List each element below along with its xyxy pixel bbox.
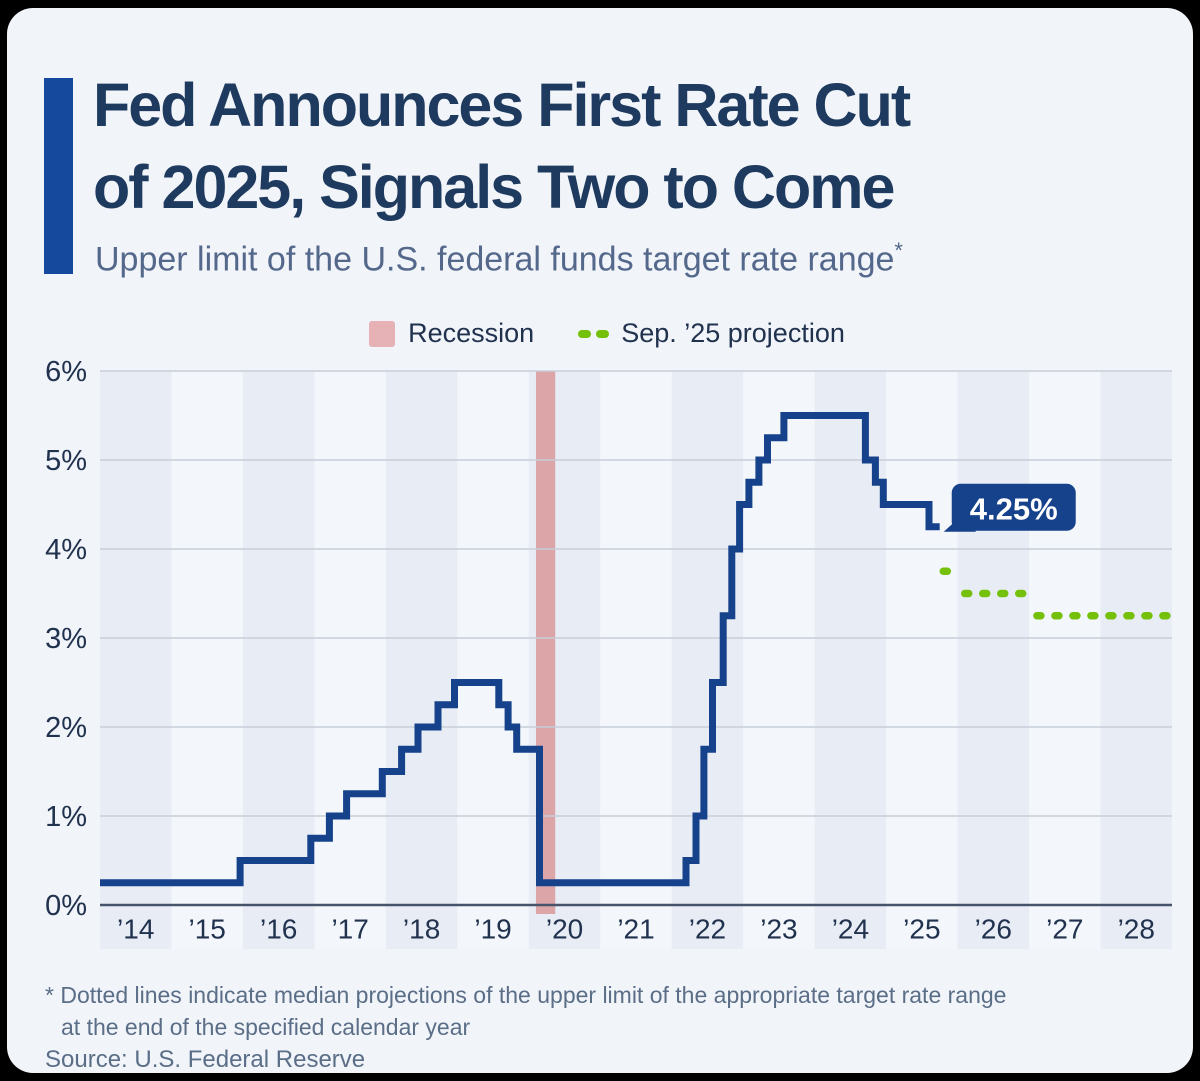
- source-credit: Source: U.S. Federal Reserve: [45, 1046, 366, 1073]
- x-tick-label: ’19: [474, 914, 511, 945]
- footnote-marker: *: [894, 238, 903, 263]
- projection-dots-icon: [578, 329, 610, 338]
- year-stripe: [886, 371, 958, 949]
- y-tick-label: 5%: [45, 445, 87, 477]
- title-accent-bar: [44, 78, 73, 274]
- year-stripe: [385, 371, 458, 949]
- x-tick-label: ’27: [1046, 914, 1083, 945]
- x-tick-label: ’28: [1118, 914, 1155, 945]
- y-tick-label: 6%: [45, 356, 87, 388]
- legend-item-projection: Sep. ’25 projection: [578, 318, 845, 349]
- year-stripe: [314, 371, 386, 949]
- y-tick-label: 3%: [45, 623, 87, 655]
- rate-chart: 0% 1% 2% 3% 4% 5% 6% ’14 ’15 ’16 ’17 ’18 ’19 ’20 ’21 ’2…: [45, 356, 1176, 949]
- y-tick-label: 0%: [45, 890, 87, 922]
- x-tick-label: ’21: [617, 914, 654, 945]
- year-stripe: [600, 371, 672, 949]
- year-stripe: [242, 371, 315, 949]
- year-stripe: [1029, 371, 1101, 949]
- legend-recession-label: Recession: [408, 318, 535, 348]
- legend-item-recession: Recession: [369, 318, 534, 349]
- y-tick-label: 2%: [45, 712, 87, 744]
- title-line-1: Fed Announces First Rate Cut: [93, 71, 911, 139]
- x-tick-label: ’15: [189, 914, 226, 945]
- infographic-card: Fed Announces First Rate Cut of 2025, Si…: [7, 8, 1193, 1073]
- x-tick-label: ’26: [975, 914, 1012, 945]
- y-tick-label: 1%: [45, 801, 87, 833]
- x-tick-label: ’22: [689, 914, 726, 945]
- page-title: Fed Announces First Rate Cut of 2025, Si…: [93, 64, 1153, 228]
- chart-subtitle: Upper limit of the U.S. federal funds ta…: [95, 238, 903, 279]
- footnote-line-2: at the end of the specified calendar yea…: [61, 1014, 471, 1040]
- x-tick-label: ’14: [117, 914, 154, 945]
- year-stripe: [100, 371, 172, 949]
- rate-callout: [951, 483, 1076, 531]
- rate-step-line: [100, 412, 940, 887]
- chart-legend: Recession Sep. ’25 projection: [7, 318, 1200, 349]
- x-tick-label: ’24: [832, 914, 869, 945]
- chart-footnote: * Dotted lines indicate median projectio…: [45, 979, 1006, 1043]
- x-tick-label: ’18: [403, 914, 440, 945]
- recession-swatch-icon: [369, 320, 396, 347]
- legend-projection-label: Sep. ’25 projection: [621, 318, 845, 348]
- x-tick-label: ’17: [331, 914, 368, 945]
- year-stripe: [671, 371, 744, 949]
- x-tick-label: ’16: [260, 914, 297, 945]
- year-stripe: [457, 371, 529, 949]
- rate-callout-label: 4.25%: [970, 491, 1058, 526]
- x-tick-label: ’23: [760, 914, 797, 945]
- year-stripe: [957, 371, 1030, 949]
- x-tick-label: ’20: [546, 914, 583, 945]
- year-stripe: [743, 371, 815, 949]
- subtitle-text: Upper limit of the U.S. federal funds ta…: [95, 240, 895, 279]
- year-stripe: [1100, 371, 1172, 949]
- footnote-line-1: * Dotted lines indicate median projectio…: [45, 982, 1007, 1008]
- y-tick-label: 4%: [45, 534, 87, 566]
- year-stripe: [171, 371, 243, 949]
- title-line-2: of 2025, Signals Two to Come: [93, 153, 895, 221]
- x-tick-label: ’25: [903, 914, 940, 945]
